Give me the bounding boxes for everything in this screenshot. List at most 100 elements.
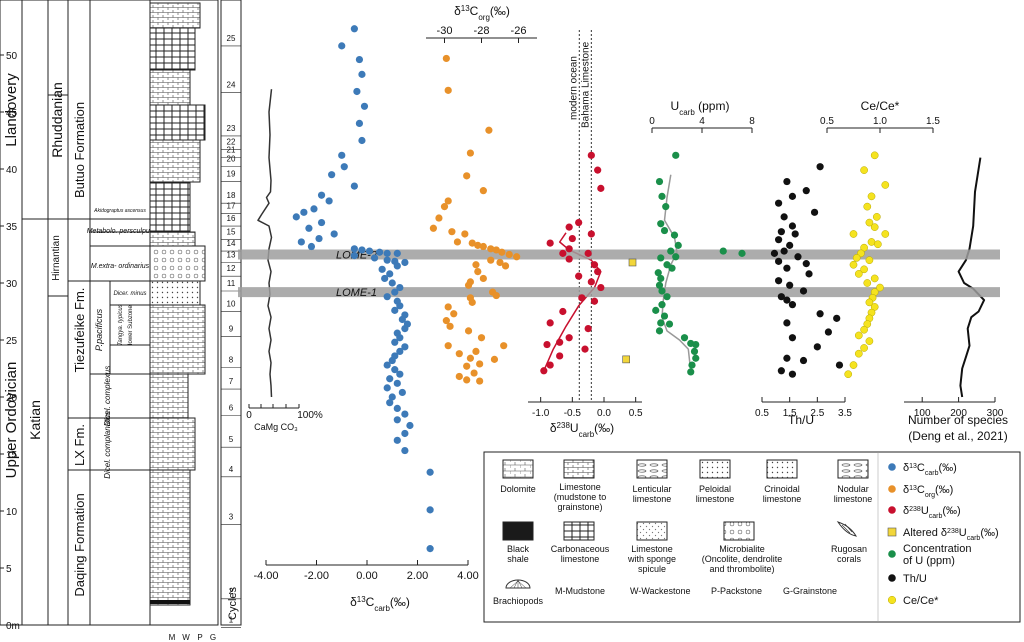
data-point — [860, 166, 868, 174]
lith-scale-p: P — [197, 633, 202, 642]
data-point — [393, 436, 401, 444]
data-point — [660, 312, 669, 320]
data-point — [881, 181, 890, 189]
data-point — [865, 218, 874, 227]
data-point — [556, 338, 564, 346]
data-point — [391, 338, 399, 346]
data-point — [393, 416, 401, 424]
data-point — [466, 354, 474, 362]
data-point — [658, 287, 666, 295]
data-point — [310, 205, 318, 213]
data-point — [775, 236, 783, 244]
data-point — [472, 261, 480, 269]
tick-label: 0.5 — [629, 408, 643, 419]
depth-tick-label: 50 — [6, 51, 18, 62]
legend-black-shale: Black shale — [507, 544, 530, 564]
data-point — [453, 238, 462, 246]
data-point — [466, 149, 474, 157]
data-point — [719, 247, 727, 255]
tick-label: 0.5 — [755, 408, 769, 419]
cycle-number: 8 — [229, 355, 234, 364]
data-point — [783, 296, 791, 304]
data-point — [388, 279, 396, 287]
legend-label: Concentration — [903, 543, 972, 555]
cycle-number: 16 — [227, 214, 236, 223]
series-altered-d238u-carb — [622, 258, 637, 364]
data-point — [799, 356, 808, 365]
data-point — [444, 303, 452, 311]
legend-rugosan: Rugosan corals — [831, 544, 867, 564]
data-point — [388, 393, 396, 401]
ref-label: modern ocean — [568, 56, 579, 120]
legend-nodular: Nodular limestone — [834, 484, 873, 504]
data-point — [307, 242, 316, 251]
depth-tick-label: 45 — [6, 108, 18, 119]
data-point — [655, 327, 664, 335]
abbr-mudstone: M-Mudstone — [555, 586, 605, 596]
data-point — [575, 272, 583, 280]
data-point — [546, 319, 554, 327]
data-point — [777, 293, 785, 301]
tick-label: 100 — [914, 408, 931, 419]
data-point — [340, 163, 348, 171]
tick-label: 1.5 — [926, 116, 940, 127]
data-point — [338, 42, 346, 50]
data-point — [658, 192, 666, 200]
zone-persculpus: Metabolo. persculpus — [87, 228, 154, 235]
data-point — [833, 314, 841, 322]
data-point — [383, 384, 391, 392]
data-point — [442, 54, 450, 63]
tick-label: 0 — [649, 116, 655, 127]
data-point — [358, 246, 366, 254]
axis-title-d238u: δ238Ucarb(‰) — [550, 421, 614, 439]
tick-label: 2.5 — [810, 408, 824, 419]
data-point — [401, 446, 409, 455]
data-point — [854, 270, 863, 278]
data-point — [501, 262, 510, 270]
data-point — [370, 254, 379, 262]
cycle-number: 14 — [227, 239, 236, 248]
cycle-number: 11 — [227, 279, 236, 288]
depth-tick-label: 10 — [6, 507, 18, 518]
data-point — [426, 468, 434, 476]
series-d13c-org — [429, 54, 521, 385]
legend-peloidal: Peloidal limestone — [696, 484, 735, 504]
data-point — [556, 352, 564, 360]
series-legend: δ13Ccarb(‰) δ13Corg(‰) δ238Ucarb(‰) Altered… — [887, 462, 999, 607]
data-point — [474, 268, 482, 276]
data-point — [391, 288, 399, 296]
data-point — [492, 291, 500, 300]
depth-tick-label: 25 — [6, 336, 18, 347]
stage-rhuddanian: Rhuddanian — [49, 82, 65, 158]
data-point — [429, 224, 437, 232]
cycles-column: Cycles 123456789101112131415161718192021… — [220, 0, 242, 628]
data-point — [396, 347, 404, 355]
panel-camg: 0 100%CaMg CO₃ — [246, 404, 323, 432]
data-point — [783, 354, 791, 362]
data-point — [780, 213, 788, 221]
axis-title-d13c: δ13Ccarb(‰) — [350, 595, 410, 613]
axis-ucarb: 0 4 8 — [649, 116, 755, 133]
data-point — [870, 151, 879, 160]
tick-label: 0 — [246, 410, 252, 421]
curve-d238u-trend — [543, 232, 602, 372]
tick-label: 1.0 — [873, 116, 887, 127]
data-point — [406, 421, 414, 430]
data-point — [816, 163, 824, 171]
data-point — [398, 315, 406, 324]
event-band-lome-1 — [238, 287, 1000, 298]
data-point — [401, 325, 409, 333]
data-point — [540, 367, 548, 375]
tick-label: 100% — [297, 410, 323, 421]
data-point — [468, 239, 476, 247]
data-point — [788, 334, 797, 342]
tick-label: 0.0 — [597, 408, 611, 419]
legend-label: δ238Ucarb(‰) — [903, 505, 961, 520]
lith-scale-w: W — [182, 633, 190, 642]
data-point — [824, 328, 833, 336]
legend-crinoidal: Crinoidal limestone — [763, 484, 802, 504]
data-point — [581, 345, 589, 353]
data-point — [461, 230, 469, 238]
data-point — [777, 367, 785, 375]
data-point — [655, 177, 664, 186]
